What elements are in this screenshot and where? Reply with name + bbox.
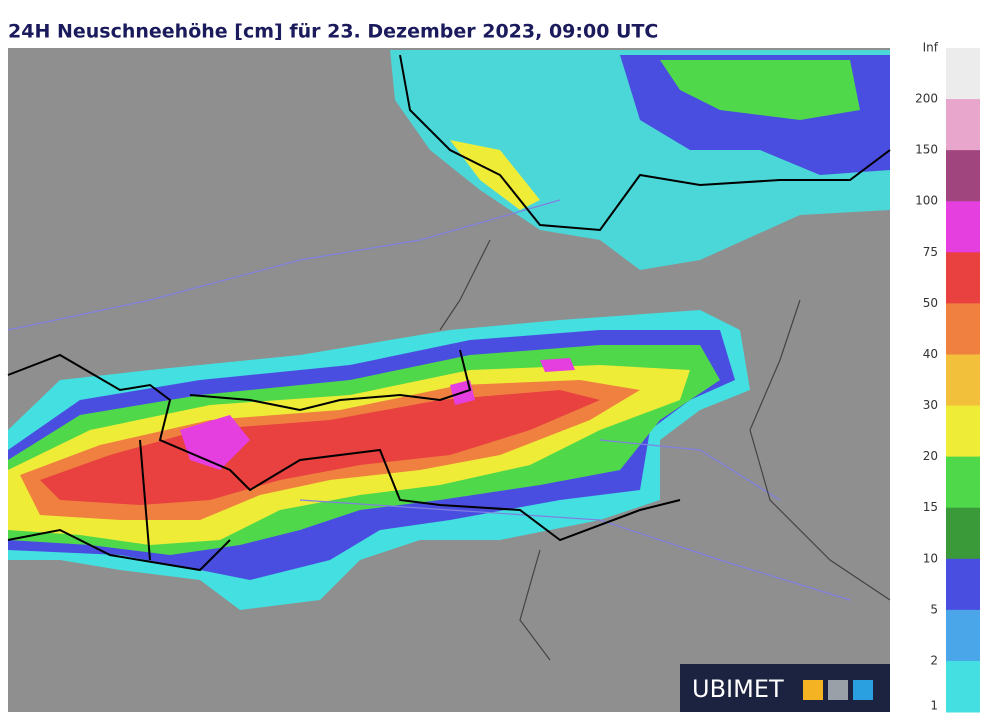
logo-text: UBIMET <box>692 675 784 703</box>
border <box>7 349 681 572</box>
legend-swatch <box>946 201 980 253</box>
legend-label: 2 <box>930 653 938 667</box>
legend-label: 200 <box>915 92 938 106</box>
legend-label: 1 <box>930 699 938 713</box>
logo-icon <box>803 680 823 700</box>
map <box>7 48 891 712</box>
legend-swatch <box>946 48 980 100</box>
legend-swatch <box>946 507 980 560</box>
border <box>399 54 891 232</box>
legend-swatch <box>946 405 980 458</box>
legend-swatch <box>946 354 980 407</box>
legend-swatch <box>946 456 980 509</box>
legend-label: 5 <box>930 602 938 616</box>
legend-label: 150 <box>915 143 938 157</box>
logo-icon <box>828 680 848 700</box>
legend-label: 30 <box>923 398 938 412</box>
legend-swatch <box>946 150 980 202</box>
river <box>7 199 851 601</box>
legend-swatch <box>946 303 980 355</box>
legend-label: 50 <box>923 296 938 310</box>
snow-area <box>180 358 575 470</box>
legend-label: 15 <box>923 500 938 514</box>
logo: UBIMET <box>680 664 890 712</box>
legend-label: 100 <box>915 194 938 208</box>
snow-area <box>450 140 540 210</box>
border <box>439 239 891 661</box>
legend-label: 75 <box>923 245 938 259</box>
legend-label: 20 <box>923 449 938 463</box>
snow-area <box>660 60 860 120</box>
legend-swatch <box>946 252 980 304</box>
legend-label: Inf <box>923 41 939 55</box>
legend-swatch <box>946 99 980 151</box>
legend-swatch <box>946 660 980 713</box>
legend-swatch <box>946 558 980 611</box>
legend: Inf 200 150 100 75 50 40 30 20 15 10 5 2 1 <box>915 41 980 713</box>
logo-icon <box>853 680 873 700</box>
title: 24H Neuschneehöhe [cm] für 23. Dezember … <box>8 21 658 43</box>
legend-label: 10 <box>923 551 938 565</box>
snow-area <box>40 390 600 505</box>
legend-swatch <box>946 609 980 662</box>
legend-label: 40 <box>923 347 938 361</box>
